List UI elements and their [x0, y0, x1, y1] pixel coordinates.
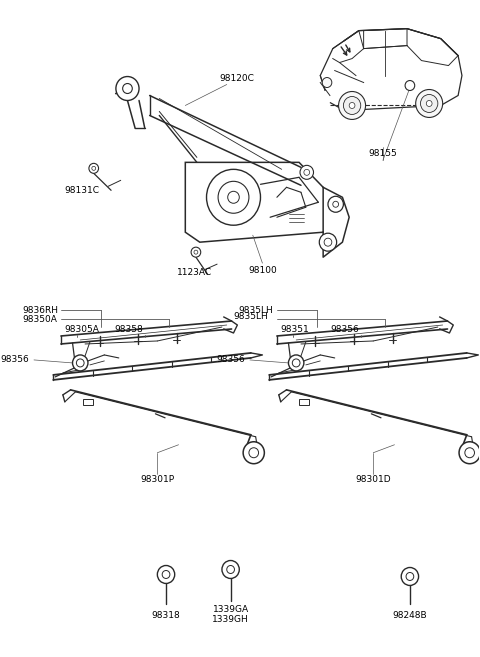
Text: 98358: 98358	[114, 325, 143, 334]
Circle shape	[465, 448, 475, 458]
Circle shape	[218, 181, 249, 214]
Circle shape	[405, 81, 415, 91]
Circle shape	[92, 166, 96, 170]
Circle shape	[227, 566, 234, 574]
Text: 9835LH: 9835LH	[239, 306, 273, 315]
Circle shape	[343, 97, 361, 114]
Text: 98100: 98100	[248, 265, 277, 275]
Text: 98305A: 98305A	[65, 325, 100, 334]
Circle shape	[322, 78, 332, 87]
Text: 1123AC: 1123AC	[178, 267, 213, 277]
Text: 98318: 98318	[152, 611, 180, 620]
Circle shape	[426, 101, 432, 106]
Circle shape	[72, 355, 88, 371]
Circle shape	[243, 442, 264, 464]
Text: 98356: 98356	[330, 325, 359, 334]
Text: 98248B: 98248B	[393, 611, 427, 620]
Text: 9836RH: 9836RH	[23, 306, 59, 315]
Text: 98131C: 98131C	[65, 186, 100, 194]
Circle shape	[162, 570, 170, 578]
Circle shape	[300, 166, 313, 179]
Circle shape	[328, 196, 343, 212]
Text: 1339GA: 1339GA	[213, 605, 249, 614]
Circle shape	[349, 102, 355, 108]
Circle shape	[89, 164, 98, 173]
Circle shape	[157, 566, 175, 583]
Circle shape	[191, 247, 201, 257]
Text: 9835LH: 9835LH	[233, 311, 268, 321]
Circle shape	[406, 572, 414, 581]
Text: 98120C: 98120C	[219, 74, 254, 83]
Circle shape	[123, 83, 132, 93]
Circle shape	[228, 191, 240, 203]
Circle shape	[319, 233, 336, 251]
Circle shape	[459, 442, 480, 464]
Circle shape	[288, 355, 304, 371]
Text: 98301D: 98301D	[356, 475, 391, 484]
Circle shape	[401, 568, 419, 585]
Circle shape	[76, 359, 84, 367]
Circle shape	[416, 89, 443, 118]
Circle shape	[116, 76, 139, 101]
Circle shape	[194, 250, 198, 254]
Circle shape	[222, 560, 240, 578]
Text: 98351: 98351	[281, 325, 310, 334]
Text: 98350A: 98350A	[23, 315, 57, 323]
Text: 98356: 98356	[0, 355, 29, 365]
Circle shape	[420, 95, 438, 112]
Circle shape	[206, 170, 261, 225]
Circle shape	[304, 170, 310, 175]
Text: 98301P: 98301P	[140, 475, 174, 484]
Text: 98155: 98155	[369, 149, 397, 158]
Circle shape	[292, 359, 300, 367]
Circle shape	[338, 91, 366, 120]
Text: 98356: 98356	[216, 355, 245, 365]
Circle shape	[249, 448, 259, 458]
Circle shape	[333, 201, 338, 207]
Circle shape	[324, 238, 332, 246]
Text: 1339GH: 1339GH	[212, 615, 249, 624]
